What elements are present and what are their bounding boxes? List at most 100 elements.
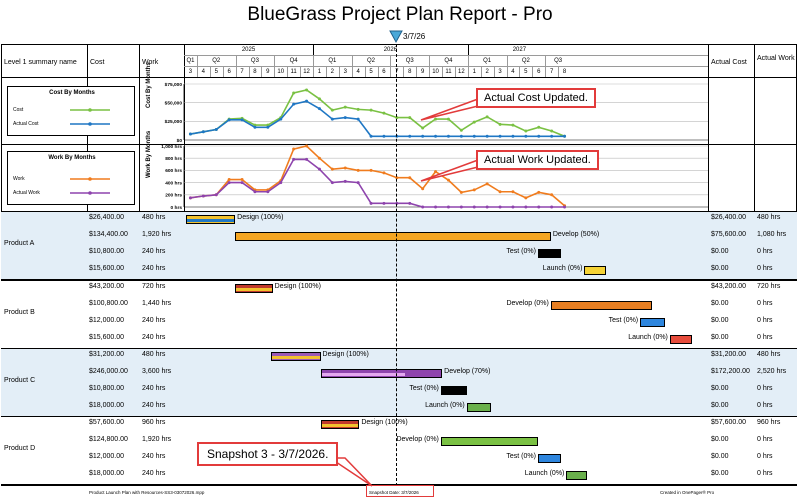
task-bar[interactable] bbox=[566, 471, 588, 480]
timeline-month-divider bbox=[532, 66, 534, 77]
actual-work-series-point bbox=[434, 205, 438, 209]
task-bar[interactable] bbox=[584, 266, 607, 275]
task-bar[interactable] bbox=[320, 369, 443, 378]
actual-work-series-point bbox=[266, 190, 270, 194]
task-label: Test (0%) bbox=[409, 385, 439, 392]
task-bar[interactable] bbox=[537, 249, 562, 258]
row-work: 240 hrs bbox=[142, 385, 166, 392]
timeline-month: 11 bbox=[290, 69, 297, 75]
legend-work-swatch bbox=[70, 177, 110, 181]
snapshot-marker-label: 3/7/26 bbox=[403, 32, 426, 41]
actual-work-series-point bbox=[188, 196, 192, 200]
product-band bbox=[1, 417, 797, 484]
task-bar[interactable] bbox=[440, 437, 538, 446]
timeline-quarter: Q1 bbox=[483, 58, 492, 64]
row-cost: $26,400.00 bbox=[89, 214, 125, 221]
timeline-quarter: Q3 bbox=[554, 58, 563, 64]
task-bar[interactable] bbox=[640, 318, 665, 327]
timeline-month: 4 bbox=[356, 69, 360, 75]
task-bar[interactable] bbox=[537, 454, 562, 463]
task-bar[interactable] bbox=[550, 301, 652, 310]
timeline-month: 4 bbox=[201, 69, 205, 75]
product-name: Product A bbox=[4, 240, 35, 247]
row-work: 240 hrs bbox=[142, 317, 166, 324]
col-header-actual-work: Actual Work bbox=[757, 55, 795, 62]
row-work: 240 hrs bbox=[142, 470, 166, 477]
timeline-month-divider bbox=[403, 66, 405, 77]
task-bar[interactable] bbox=[271, 352, 321, 361]
row-actual-cost: $0.00 bbox=[711, 402, 729, 409]
task-label: Launch (0%) bbox=[628, 334, 668, 341]
timeline-month: 8 bbox=[562, 69, 567, 75]
timeline-quarter: Q4 bbox=[444, 58, 453, 64]
row-cost: $134,400.00 bbox=[89, 231, 128, 238]
task-bar[interactable] bbox=[320, 420, 360, 429]
row-cost: $18,000.00 bbox=[89, 470, 125, 477]
row-actual-cost: $75,600.00 bbox=[711, 231, 747, 238]
timeline-month-divider bbox=[390, 66, 392, 77]
legend-actual-work-label: Actual Work bbox=[13, 190, 40, 196]
row-actual-cost: $172,200.00 bbox=[711, 368, 750, 375]
cost-series-point bbox=[356, 107, 360, 111]
col-header-cost: Cost bbox=[90, 59, 105, 66]
cost-series-point bbox=[305, 88, 309, 92]
actual-cost-series-point bbox=[369, 134, 373, 138]
row-actual-cost: $0.00 bbox=[711, 436, 729, 443]
timeline-month-divider bbox=[300, 66, 302, 77]
timeline-month-divider bbox=[235, 66, 237, 77]
cost-series-point bbox=[421, 126, 425, 130]
chart-y-tick-label: 200 hrs bbox=[165, 193, 182, 199]
timeline-month: 9 bbox=[266, 69, 270, 75]
row-cost: $57,600.00 bbox=[89, 419, 125, 426]
task-bar[interactable] bbox=[440, 386, 467, 395]
timeline-month-divider bbox=[467, 66, 469, 77]
task-progress bbox=[272, 356, 320, 359]
task-progress bbox=[321, 424, 359, 427]
work-series-point bbox=[227, 178, 231, 182]
row-work: 240 hrs bbox=[142, 248, 166, 255]
task-bar[interactable] bbox=[235, 284, 273, 293]
timeline-month-divider bbox=[287, 66, 289, 77]
actual-work-series-point bbox=[485, 205, 489, 209]
timeline-year: 2025 bbox=[241, 47, 256, 53]
legend-cost-label: Cost bbox=[13, 107, 24, 113]
row-work: 3,600 hrs bbox=[142, 368, 172, 375]
cost-legend-title: Cost By Months bbox=[49, 90, 95, 96]
timeline-month: 8 bbox=[253, 69, 257, 75]
timeline-month-divider bbox=[558, 66, 560, 77]
actual-work-series-line bbox=[190, 158, 565, 208]
cost-series-point bbox=[550, 129, 554, 133]
row-cost: $18,000.00 bbox=[89, 402, 125, 409]
task-progress bbox=[321, 373, 406, 376]
row-work: 240 hrs bbox=[142, 265, 166, 272]
legend-actual-cost-label: Actual Cost bbox=[13, 121, 39, 127]
timeline-month: 4 bbox=[511, 69, 515, 75]
task-label: Test (0%) bbox=[506, 248, 536, 255]
actual-cost-series-point bbox=[214, 128, 218, 132]
timeline-month-divider bbox=[493, 66, 495, 77]
timeline-month-divider bbox=[416, 66, 418, 77]
task-bar[interactable] bbox=[186, 215, 236, 224]
row-actual-work: 0 hrs bbox=[757, 317, 773, 324]
actual-cost-series-point bbox=[459, 134, 463, 138]
timeline-month-divider bbox=[261, 66, 263, 77]
work-series-point bbox=[330, 167, 334, 171]
work-series-point bbox=[408, 176, 412, 180]
task-bar[interactable] bbox=[669, 335, 692, 344]
snapshot-line bbox=[396, 44, 397, 486]
task-bar[interactable] bbox=[466, 403, 492, 412]
timeline-month: 6 bbox=[227, 69, 231, 75]
timeline-month: 5 bbox=[214, 69, 218, 75]
task-bar[interactable] bbox=[235, 232, 551, 241]
row-actual-cost: $31,200.00 bbox=[711, 351, 747, 358]
actual-work-series-point bbox=[330, 181, 334, 185]
row-actual-cost: $43,200.00 bbox=[711, 283, 747, 290]
timeline-month: 7 bbox=[549, 69, 554, 75]
actual-work-series-point bbox=[343, 179, 347, 183]
cost-series-point bbox=[537, 125, 541, 129]
task-label: Develop (0%) bbox=[506, 300, 549, 307]
task-label: Test (0%) bbox=[608, 317, 639, 324]
actual-cost-series-point bbox=[472, 134, 476, 138]
row-actual-cost: $0.00 bbox=[711, 334, 729, 341]
actual-work-series-point bbox=[227, 181, 231, 185]
